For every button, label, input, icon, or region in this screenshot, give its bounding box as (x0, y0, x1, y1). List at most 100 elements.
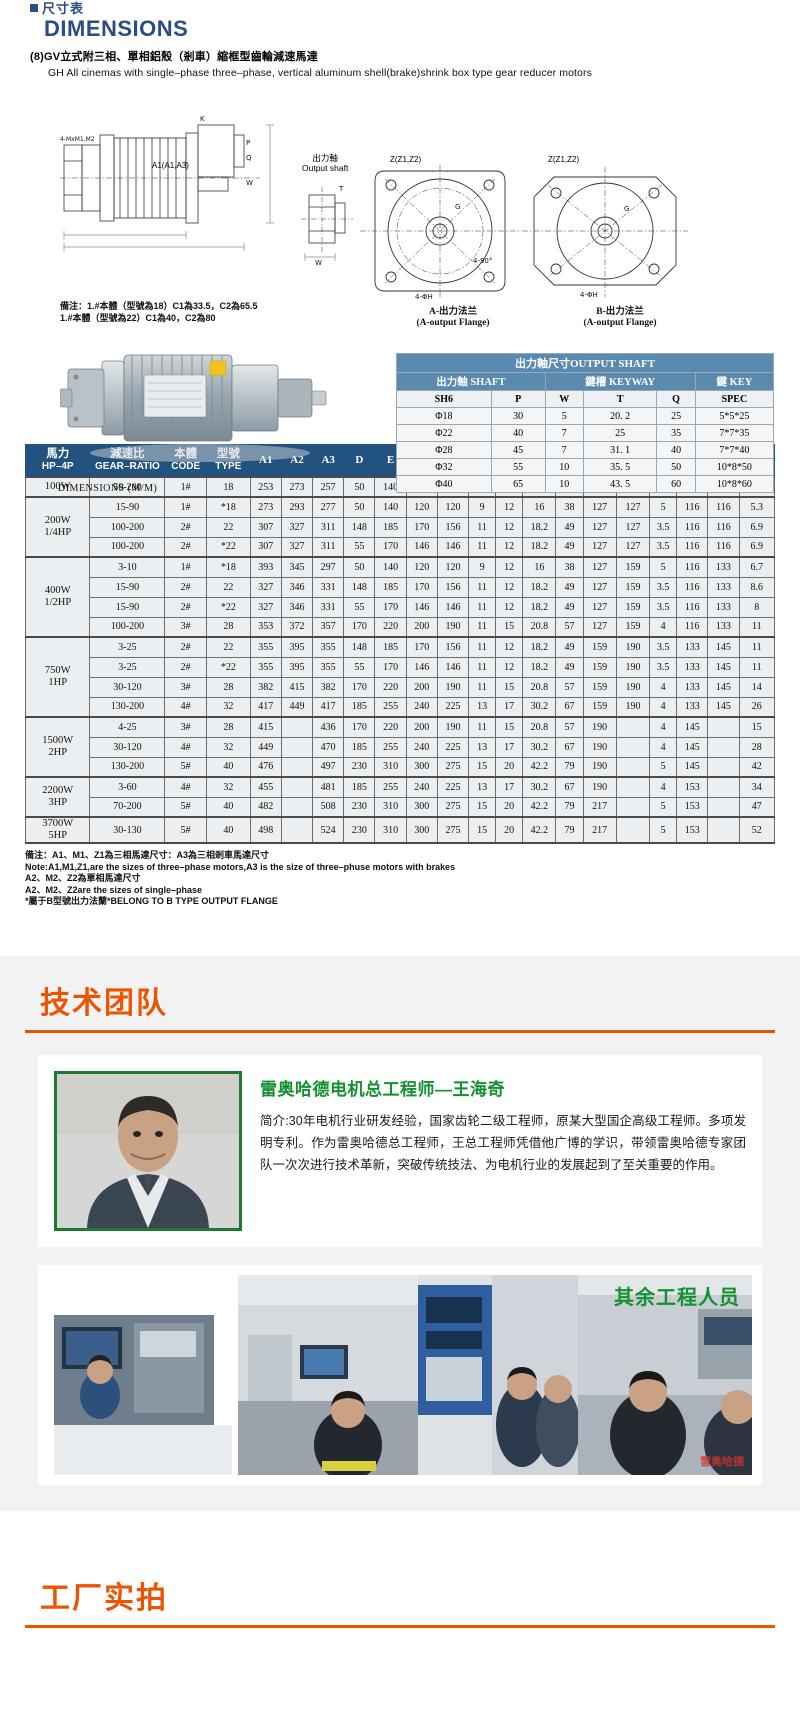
spec-cell: 5 (649, 496, 678, 518)
output-shaft-en: Output shaft (302, 163, 349, 173)
spec-cell: 4 (649, 716, 678, 738)
spec-cell: 275 (436, 756, 470, 778)
spec-cell: 1# (164, 556, 207, 578)
spec-cell: 11 (468, 596, 497, 618)
drawing-notes: 備注：1.#本體（型號為18）C1為33.5，C2為65.5 1.#本體（型號為… (60, 300, 258, 324)
spec-cell: 220 (374, 716, 407, 738)
output-shaft-cell: 35 (656, 424, 696, 442)
output-shaft-cell: 7 (544, 441, 585, 459)
output-shaft-cell: 30 (490, 407, 546, 425)
svg-text:W: W (315, 259, 322, 267)
spec-cell: 116 (676, 536, 709, 558)
output-shaft-cn: 出力軸 (312, 153, 338, 163)
svg-text:4-ΦH: 4-ΦH (415, 293, 433, 301)
spec-col-header-en: CODE (171, 460, 201, 472)
spec-cell: 116 (676, 616, 709, 638)
drawing-note-1: 備注：1.#本體（型號為18）C1為33.5，C2為65.5 (60, 301, 258, 311)
spec-cell: 225 (436, 736, 470, 758)
spec-cell: 4 (649, 616, 678, 638)
output-shaft-cell: 43. 5 (582, 475, 658, 493)
output-shaft-group-key: 鍵 KEY (694, 372, 775, 391)
photo-lab-1 (48, 1274, 238, 1475)
spec-cell: 190 (582, 736, 617, 758)
spec-cell: 170 (343, 676, 376, 698)
factory-heading: 工厂实拍 (40, 1581, 168, 1615)
spec-cell: 79 (555, 756, 584, 778)
spec-cell: 15 (738, 716, 776, 738)
spec-cell: 30.2 (522, 736, 557, 758)
spec-cell (615, 736, 651, 758)
spec-table-row: 200W 1/4HP 15-90 1# *18 273 293 277 50 140 120 120 9… (24, 496, 776, 558)
engineer-photo (54, 1070, 242, 1231)
spec-cell: 470 (312, 736, 345, 758)
output-shaft-col-header: P (490, 390, 546, 408)
spec-table-row: 15-90 2# *22 327 346 331 55 170 146 146 11 12 18.2 49… (26, 596, 776, 618)
spec-cell: 11 (738, 636, 776, 658)
spec-cell: 240 (405, 776, 438, 798)
spec-cell: 498 (249, 816, 282, 844)
output-shaft-table-title: 出力軸尺寸OUTPUT SHAFT (396, 353, 774, 373)
spec-cell: 15-90 (89, 576, 166, 598)
spec-cell: 32 (205, 776, 251, 798)
motor-product-photo (60, 335, 350, 475)
spec-cell: 395 (280, 656, 314, 678)
spec-cell: 133 (676, 696, 709, 718)
dimensions-header: 尺寸表 DIMENSIONS (0, 0, 800, 42)
spec-cell: 2# (164, 576, 207, 598)
output-shaft-cell: 60 (656, 475, 696, 493)
spec-cell: 116 (707, 496, 740, 518)
spec-cell: 449 (280, 696, 314, 718)
spec-col-header: 馬力 HP–4P (24, 444, 91, 478)
spec-cell: 127 (615, 496, 651, 518)
spec-cell: 18.2 (522, 636, 557, 658)
spec-cell: 42.2 (522, 816, 557, 844)
spec-cell: 159 (582, 636, 617, 658)
spec-table-row: 750W 1HP 3-25 2# 22 355 395 355 148 185 170 156 11 12… (24, 636, 776, 718)
spec-cell: 11 (738, 616, 776, 638)
spacer-2 (0, 1510, 800, 1551)
spec-cell: 297 (312, 556, 345, 578)
spec-cell: 8.6 (738, 576, 776, 598)
spec-cell: 11 (468, 716, 497, 738)
spec-cell: 436 (312, 716, 345, 738)
spec-cell: 153 (676, 816, 709, 844)
spec-cell: 327 (280, 536, 314, 558)
table-note-line: A2、M2、Z2are the sizes of single–phase (25, 884, 203, 895)
spec-cell: 382 (312, 676, 345, 698)
spec-cell: 18.2 (522, 536, 557, 558)
output-shaft-col-header: SH6 (396, 390, 492, 408)
spec-cell: 145 (707, 696, 740, 718)
table-note-line: A2、M2、Z2為單相馬達尺寸 (25, 873, 141, 883)
spec-cell: 2# (164, 636, 207, 658)
spec-cell: 42 (738, 756, 776, 778)
spec-cell: 190 (615, 636, 651, 658)
spec-cell: 12 (495, 656, 524, 678)
spec-cell: 11 (468, 676, 497, 698)
output-shaft-cell: Φ40 (396, 475, 492, 493)
spec-cell: 11 (468, 656, 497, 678)
spec-cell: 146 (436, 596, 470, 618)
spec-cell: 3-25 (89, 636, 166, 658)
spec-cell: 5# (164, 796, 207, 818)
spec-cell: 393 (249, 556, 282, 578)
spec-cell (280, 716, 314, 738)
team-content: 雷奥哈德电机总工程师—王海奇 简介:30年电机行业研发经验，国家齿轮二级工程师，… (0, 1054, 800, 1511)
specification-table: 馬力HP–4P減速比GEAR–RATIO本體CODE型號TYPEA1A2A3DE… (24, 444, 776, 844)
spec-cell: 217 (582, 796, 617, 818)
spec-cell: 225 (436, 776, 470, 798)
output-shaft-group-shaft: 出力軸 SHAFT (396, 372, 546, 391)
spec-cell: 20.8 (522, 716, 557, 738)
flange-b-drawing: G 4-ΦH (520, 163, 690, 308)
spec-cell: 18.2 (522, 576, 557, 598)
tech-team-section: 技术团队 (0, 955, 800, 1511)
spec-cell: 5 (649, 816, 678, 844)
spec-cell: 159 (582, 696, 617, 718)
output-shaft-cell: 31. 1 (582, 441, 658, 459)
spec-cell: 28 (205, 616, 251, 638)
output-shaft-cell: 25 (656, 407, 696, 425)
spec-cell: 355 (312, 636, 345, 658)
spec-cell: 230 (343, 796, 376, 818)
spec-cell: 11 (468, 536, 497, 558)
factory-section: 工厂实拍 (0, 1551, 800, 1628)
spec-cell: 49 (555, 636, 584, 658)
